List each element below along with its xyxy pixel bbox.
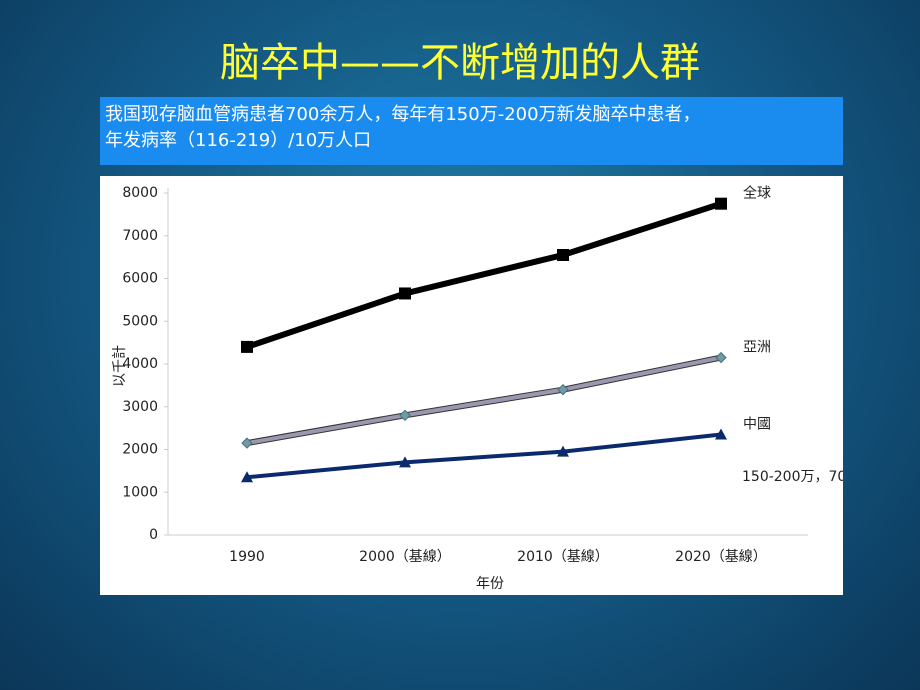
y-tick-label: 4000 xyxy=(122,356,158,372)
x-axis-label: 年份 xyxy=(476,576,504,592)
marker xyxy=(399,287,411,300)
y-tick-label: 6000 xyxy=(122,271,158,287)
x-tick-label: 2010（基線） xyxy=(517,548,609,565)
marker xyxy=(241,437,253,449)
banner-line: 年发病率（116-219）/10万人口 xyxy=(105,130,372,151)
y-tick-label: 8000 xyxy=(122,185,158,201)
series-label: 中國 xyxy=(743,417,771,433)
chart: 以千計 年份 150-200万，700万 0 1000 2000 3000 4000 50… xyxy=(100,176,843,595)
series-label: 亞洲 xyxy=(743,340,771,356)
marker xyxy=(399,409,411,422)
chart-bg xyxy=(100,176,843,595)
y-tick-label: 0 xyxy=(149,527,158,543)
series-line xyxy=(246,200,722,350)
series-line xyxy=(246,355,722,446)
x-tick-label: 1990 xyxy=(229,549,265,565)
marker xyxy=(557,248,569,261)
y-tick-label: 5000 xyxy=(122,313,158,329)
marker xyxy=(557,445,569,457)
marker xyxy=(715,197,727,210)
banner: 我国现存脑血管病患者700余万人，每年有150万-200万新发脑卒中患者， 年发… xyxy=(100,97,843,165)
x-tick-label: 2000（基線） xyxy=(359,548,451,565)
y-tick-label: 3000 xyxy=(122,399,158,415)
y-tick-label: 2000 xyxy=(122,442,158,458)
slide-title: 脑卒中——不断增加的人群 xyxy=(220,40,700,86)
marker xyxy=(715,428,727,440)
y-axis-label: 以千計 xyxy=(112,345,128,387)
banner-line: 我国现存脑血管病患者700余万人，每年有150万-200万新发脑卒中患者， xyxy=(105,104,701,125)
marker xyxy=(241,340,253,353)
series-label: 全球 xyxy=(743,185,771,202)
marker xyxy=(241,471,253,483)
x-tick-label: 2020（基線） xyxy=(675,548,767,565)
series-line xyxy=(246,432,722,480)
annotation: 150-200万，700万 xyxy=(742,469,843,485)
marker xyxy=(399,456,411,468)
marker xyxy=(557,383,569,396)
marker xyxy=(715,351,727,364)
y-tick-label: 7000 xyxy=(122,228,158,244)
y-tick-label: 1000 xyxy=(122,484,158,500)
